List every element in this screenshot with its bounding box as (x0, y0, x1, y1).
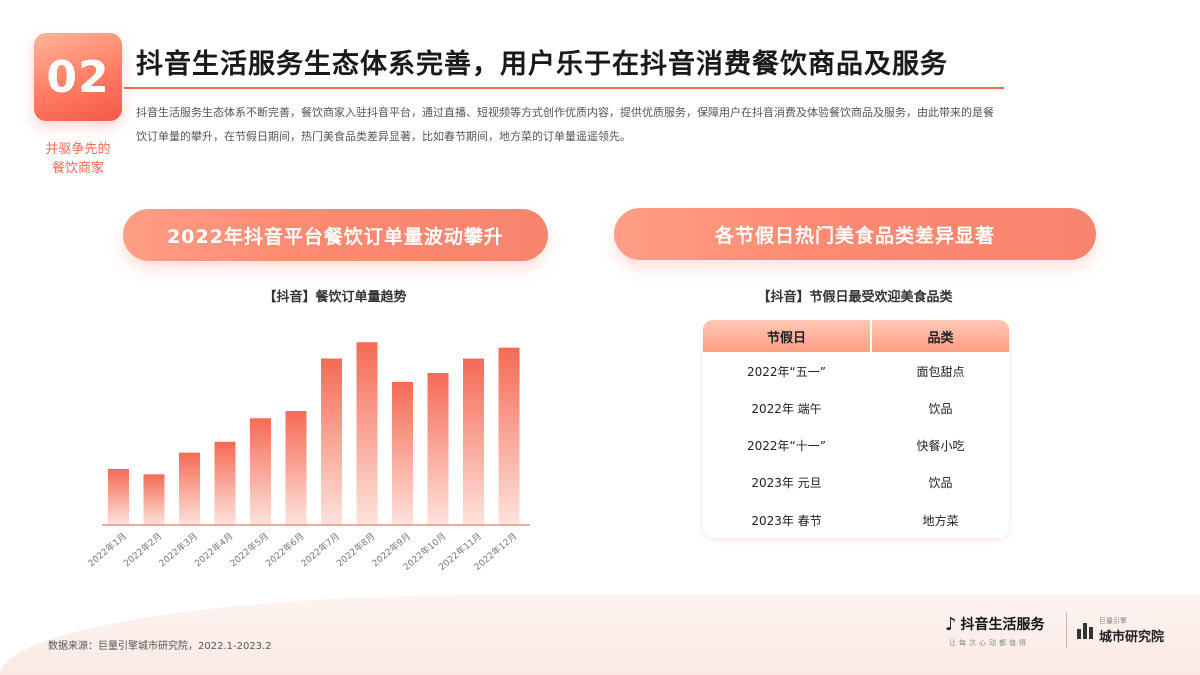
table-cell-category: 快餐小吃 (871, 426, 1009, 464)
table-cell-category: 地方菜 (871, 500, 1009, 538)
intro-paragraph: 抖音生活服务生态体系不断完善，餐饮商家入驻抖音平台，通过直播、短视频等方式创作优… (136, 106, 994, 143)
section-caption-line2: 餐饮商家 (51, 161, 104, 176)
section-caption: 并驱争先的 餐饮商家 (30, 140, 126, 178)
table-row: 2023年 元旦 饮品 (703, 463, 1009, 501)
page-title: 抖音生活服务生态体系完善，用户乐于在抖音消费餐饮商品及服务 (136, 49, 948, 80)
douyin-life-service-logo: ♪ 抖音生活服务 让每次心动都值得 (945, 614, 1045, 650)
table-cell-category: 面包甜点 (871, 352, 1009, 390)
bar-4 (214, 441, 236, 525)
bar-1 (108, 468, 129, 525)
section-number: 02 (46, 51, 110, 103)
holiday-food-table: 节假日 品类 2022年“五一” 面包甜点 2022年 端午 饮品 2022年“… (703, 320, 1009, 538)
table-header-row: 节假日 品类 (703, 320, 1009, 353)
table-row: 2022年“五一” 面包甜点 (703, 352, 1009, 390)
table-header-holiday: 节假日 (703, 320, 872, 353)
table-cell-holiday: 2022年“五一” (703, 352, 872, 390)
bar-7 (321, 358, 342, 525)
logo2-text: 城市研究院 (1099, 630, 1165, 645)
table-subtitle: 【抖音】节假日最受欢迎美食品类 (757, 290, 953, 305)
table-cell-holiday: 2023年 元旦 (703, 463, 872, 501)
douyin-note-icon: ♪ (945, 614, 957, 635)
table-cell-holiday: 2022年“十一” (703, 426, 872, 464)
table-row: 2022年“十一” 快餐小吃 (703, 426, 1009, 464)
bar-12 (498, 347, 520, 525)
order-volume-bar-chart: 2022年1月2022年2月2022年3月2022年4月2022年5月2022年… (85, 342, 530, 573)
section-badge: 02 (34, 33, 122, 121)
x-tick-label: 2022年4月 (192, 530, 235, 569)
logo1-text: 抖音生活服务 (960, 617, 1045, 633)
table-header-category: 品类 (871, 320, 1009, 353)
bar-8 (356, 342, 378, 525)
table-row: 2023年 春节 地方菜 (703, 500, 1009, 538)
bar-9 (392, 382, 413, 525)
table-cell-holiday: 2023年 春节 (703, 500, 872, 538)
section-caption-line1: 并驱争先的 (45, 142, 111, 157)
table-cell-category: 饮品 (871, 389, 1009, 427)
x-tick-label: 2022年7月 (298, 530, 341, 569)
title-underline (124, 87, 1004, 89)
table-row: 2022年 端午 饮品 (703, 389, 1009, 427)
table-cell-holiday: 2022年 端午 (703, 389, 872, 427)
bar-10 (427, 373, 449, 525)
x-tick-label: 2022年1月 (85, 530, 128, 569)
logo-divider (1066, 612, 1067, 648)
city-research-institute-logo: 巨量引擎 城市研究院 (1077, 616, 1164, 645)
x-tick-label: 2022年8月 (334, 530, 377, 569)
bar-3 (179, 452, 200, 525)
logo1-tagline: 让每次心动都值得 (949, 639, 1029, 647)
table-cell-category: 饮品 (871, 463, 1009, 501)
bar-6 (285, 411, 307, 525)
building-icon (1077, 622, 1093, 639)
x-tick-label: 2022年5月 (227, 530, 270, 569)
bar-5 (250, 418, 271, 525)
x-tick-label: 2022年3月 (156, 530, 199, 569)
left-panel-heading: 2022年抖音平台餐饮订单量波动攀升 (123, 209, 548, 261)
logo2-small-text: 巨量引擎 (1099, 617, 1127, 625)
right-panel-heading: 各节假日热门美食品类差异显著 (614, 208, 1096, 260)
chart-subtitle: 【抖音】餐饮订单量趋势 (263, 290, 407, 305)
data-source-note: 数据来源：巨量引擎城市研究院，2022.1-2023.2 (48, 641, 272, 652)
bar-2 (143, 474, 165, 525)
bar-11 (463, 358, 484, 525)
x-tick-label: 2022年2月 (121, 530, 164, 569)
x-tick-label: 2022年6月 (263, 530, 306, 569)
